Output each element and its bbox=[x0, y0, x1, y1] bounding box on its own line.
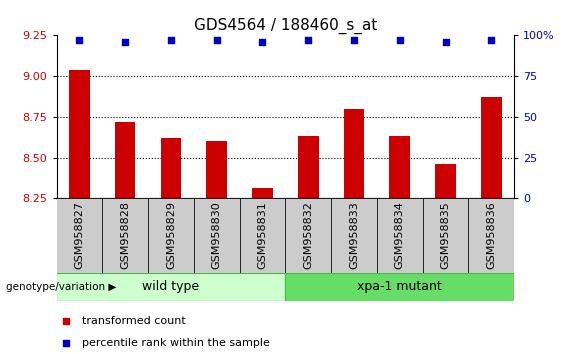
Text: transformed count: transformed count bbox=[82, 316, 185, 326]
Text: GSM958835: GSM958835 bbox=[441, 201, 450, 269]
Text: genotype/variation ▶: genotype/variation ▶ bbox=[6, 282, 116, 292]
Text: GSM958834: GSM958834 bbox=[395, 201, 405, 269]
Bar bbox=[56, 273, 285, 301]
Point bbox=[212, 38, 221, 43]
Text: GSM958829: GSM958829 bbox=[166, 201, 176, 269]
Bar bbox=[285, 273, 514, 301]
Bar bbox=[56, 198, 102, 273]
Text: GSM958827: GSM958827 bbox=[75, 201, 84, 269]
Point bbox=[396, 38, 405, 43]
Point bbox=[120, 39, 129, 45]
Bar bbox=[344, 109, 364, 198]
Bar bbox=[194, 198, 240, 273]
Point bbox=[75, 38, 84, 43]
Bar bbox=[468, 198, 514, 273]
Point bbox=[166, 38, 175, 43]
Point bbox=[486, 38, 496, 43]
Bar bbox=[331, 198, 377, 273]
Text: GSM958831: GSM958831 bbox=[258, 201, 267, 269]
Text: GSM958832: GSM958832 bbox=[303, 201, 313, 269]
Bar bbox=[115, 122, 136, 198]
Bar bbox=[389, 136, 410, 198]
Text: GSM958828: GSM958828 bbox=[120, 201, 130, 269]
Point bbox=[61, 319, 70, 324]
Title: GDS4564 / 188460_s_at: GDS4564 / 188460_s_at bbox=[194, 18, 377, 34]
Bar bbox=[240, 198, 285, 273]
Text: GSM958836: GSM958836 bbox=[486, 201, 496, 269]
Point bbox=[441, 39, 450, 45]
Point bbox=[304, 38, 313, 43]
Point bbox=[258, 39, 267, 45]
Bar bbox=[148, 198, 194, 273]
Text: GSM958830: GSM958830 bbox=[212, 201, 221, 269]
Point bbox=[349, 38, 359, 43]
Bar bbox=[481, 97, 502, 198]
Bar bbox=[423, 198, 468, 273]
Text: percentile rank within the sample: percentile rank within the sample bbox=[82, 338, 270, 348]
Text: GSM958833: GSM958833 bbox=[349, 201, 359, 269]
Bar bbox=[102, 198, 148, 273]
Point bbox=[61, 340, 70, 346]
Text: xpa-1 mutant: xpa-1 mutant bbox=[358, 280, 442, 293]
Bar bbox=[206, 141, 227, 198]
Bar bbox=[285, 198, 331, 273]
Bar bbox=[298, 136, 319, 198]
Bar bbox=[435, 164, 456, 198]
Bar bbox=[69, 70, 90, 198]
Bar bbox=[377, 198, 423, 273]
Text: wild type: wild type bbox=[142, 280, 199, 293]
Bar bbox=[252, 188, 273, 198]
Bar bbox=[160, 138, 181, 198]
